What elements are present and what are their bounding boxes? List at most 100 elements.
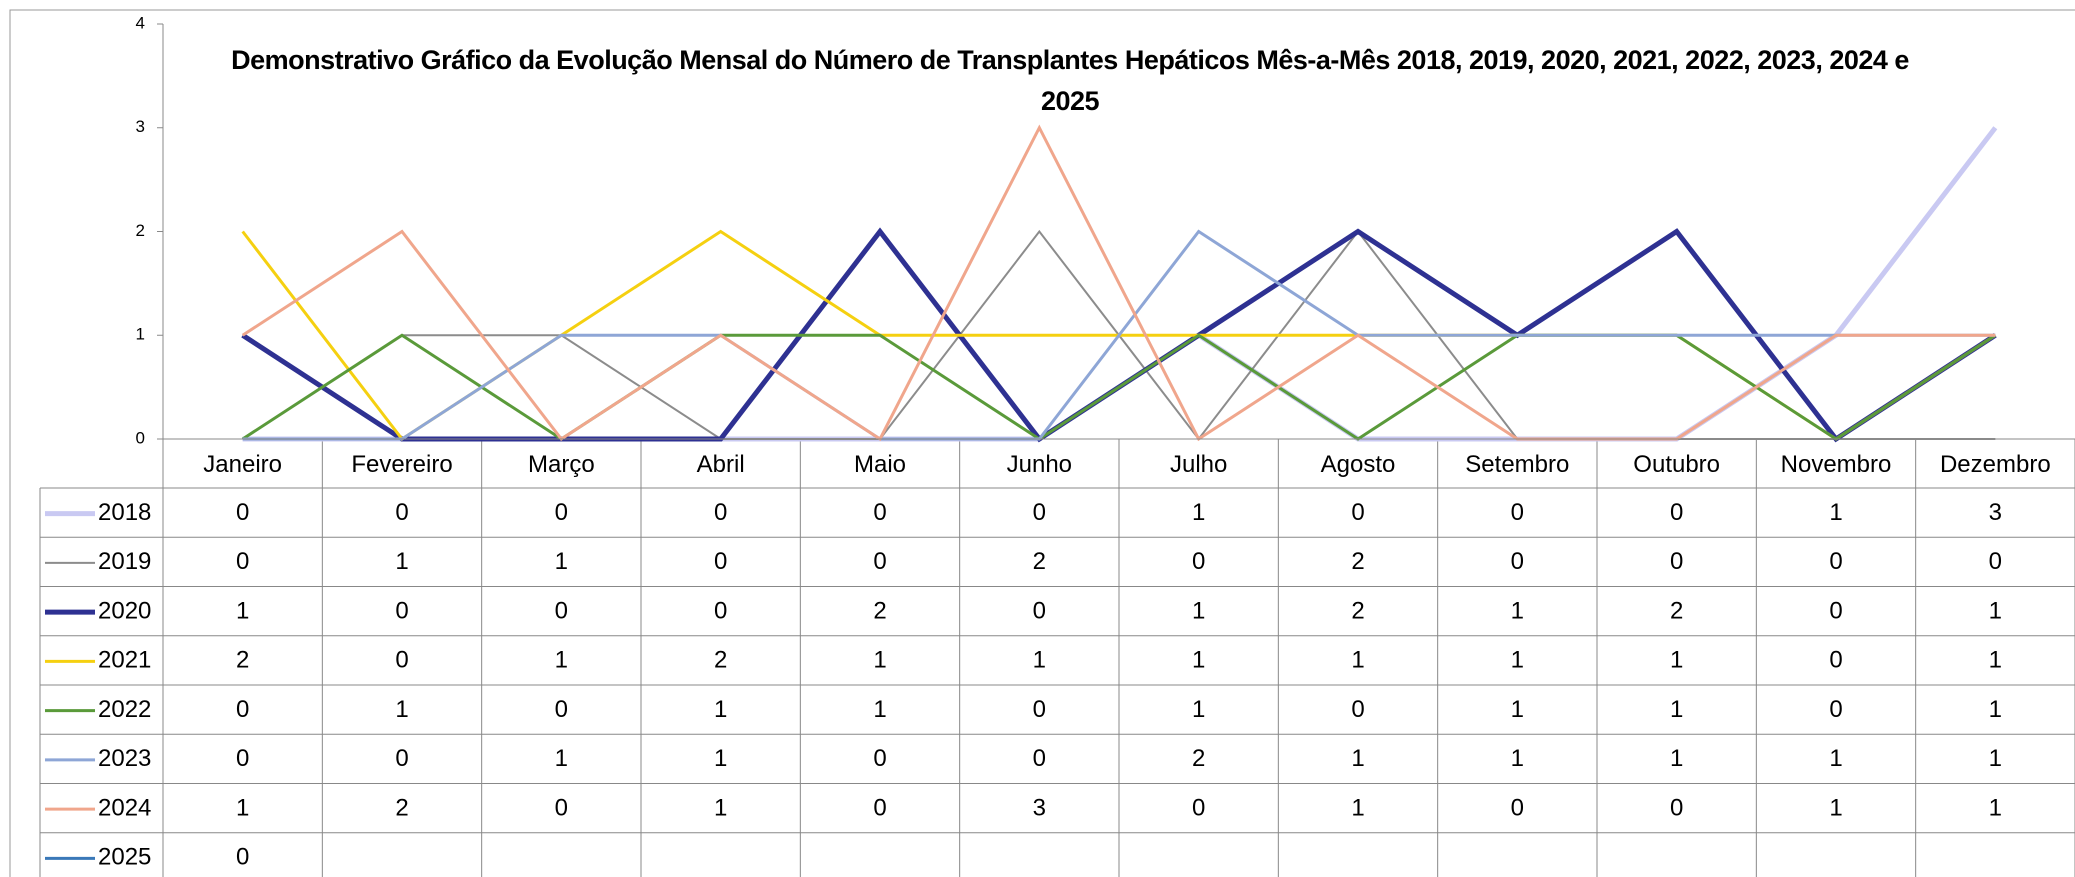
- table-value: 1: [873, 647, 886, 674]
- table-value: 1: [1989, 647, 2002, 674]
- table-value: 0: [555, 794, 568, 821]
- legend-label: 2024: [98, 794, 151, 821]
- table-value: 0: [1033, 499, 1046, 526]
- table-value: 1: [555, 548, 568, 575]
- table-value: 1: [1829, 745, 1842, 772]
- table-value: 1: [555, 647, 568, 674]
- table-value: 0: [1829, 647, 1842, 674]
- table-value: 1: [1192, 696, 1205, 723]
- y-tick-label: 4: [136, 13, 145, 32]
- x-tick-label: Março: [528, 451, 595, 478]
- table-value: 2: [1351, 548, 1364, 575]
- table-value: 1: [236, 794, 249, 821]
- table-value: 0: [236, 499, 249, 526]
- table-value: 0: [714, 597, 727, 624]
- chart-title: Demonstrativo Gráfico da Evolução Mensal…: [231, 45, 1909, 116]
- table-value: 0: [236, 745, 249, 772]
- legend-label: 2018: [98, 499, 151, 526]
- table-value: 3: [1989, 499, 2002, 526]
- table-value: 0: [1511, 794, 1524, 821]
- table-value: 1: [1511, 647, 1524, 674]
- table-value: 1: [1989, 794, 2002, 821]
- x-tick-label: Outubro: [1633, 451, 1720, 478]
- table-value: 1: [714, 745, 727, 772]
- table-value: 0: [1829, 597, 1842, 624]
- table-value: 0: [1829, 696, 1842, 723]
- table-value: 1: [873, 696, 886, 723]
- table-value: 1: [1670, 696, 1683, 723]
- y-tick-label: 0: [136, 428, 145, 447]
- table-value: 1: [1351, 794, 1364, 821]
- table-value: 0: [395, 745, 408, 772]
- table-value: 0: [1670, 794, 1683, 821]
- table-value: 0: [555, 597, 568, 624]
- x-tick-label: Setembro: [1465, 451, 1569, 478]
- x-tick-label: Fevereiro: [351, 451, 452, 478]
- legend-label: 2025: [98, 844, 151, 871]
- table-value: 2: [1351, 597, 1364, 624]
- table-value: 0: [1033, 745, 1046, 772]
- table-value: 2: [1670, 597, 1683, 624]
- table-value: 2: [236, 647, 249, 674]
- table-value: 1: [1989, 696, 2002, 723]
- table-value: 0: [555, 696, 568, 723]
- table-value: 0: [395, 499, 408, 526]
- x-tick-label: Novembro: [1781, 451, 1892, 478]
- table-value: 1: [1670, 745, 1683, 772]
- table-value: 0: [714, 499, 727, 526]
- x-tick-label: Abril: [697, 451, 745, 478]
- legend-label: 2023: [98, 745, 151, 772]
- table-value: 0: [873, 794, 886, 821]
- series-line: [242, 229, 1996, 441]
- table-value: 0: [714, 548, 727, 575]
- x-tick-label: Maio: [854, 451, 906, 478]
- table-value: 0: [1192, 794, 1205, 821]
- legend-label: 2021: [98, 647, 151, 674]
- table-value: 2: [714, 647, 727, 674]
- y-tick-label: 2: [136, 221, 145, 240]
- legend-label: 2022: [98, 696, 151, 723]
- table-value: 3: [1033, 794, 1046, 821]
- table-value: 1: [395, 548, 408, 575]
- table-value: 1: [714, 696, 727, 723]
- x-tick-label: Junho: [1007, 451, 1072, 478]
- legend-label: 2019: [98, 548, 151, 575]
- table-value: 1: [1351, 745, 1364, 772]
- table-value: 1: [1989, 745, 2002, 772]
- table-value: 0: [873, 745, 886, 772]
- x-tick-label: Dezembro: [1940, 451, 2051, 478]
- table-value: 1: [395, 696, 408, 723]
- table-value: 0: [395, 647, 408, 674]
- table-value: 1: [1670, 647, 1683, 674]
- x-tick-label: Janeiro: [203, 451, 282, 478]
- table-value: 2: [1033, 548, 1046, 575]
- table-value: 2: [1192, 745, 1205, 772]
- table-value: 1: [1192, 647, 1205, 674]
- table-value: 1: [1829, 499, 1842, 526]
- table-value: 1: [1033, 647, 1046, 674]
- table-value: 1: [555, 745, 568, 772]
- table-value: 1: [1351, 647, 1364, 674]
- table-value: 0: [236, 548, 249, 575]
- chart-border: [9, 9, 2075, 877]
- table-value: 0: [1192, 548, 1205, 575]
- table-value: 1: [236, 597, 249, 624]
- table-value: 0: [873, 499, 886, 526]
- table-value: 0: [1829, 548, 1842, 575]
- y-tick-label: 3: [136, 117, 145, 136]
- table-value: 0: [1511, 548, 1524, 575]
- table-value: 0: [1670, 499, 1683, 526]
- table-value: 1: [1511, 745, 1524, 772]
- table-value: 0: [236, 696, 249, 723]
- table-value: 0: [1351, 696, 1364, 723]
- table-value: 1: [1989, 597, 2002, 624]
- table-value: 0: [1670, 548, 1683, 575]
- table-value: 0: [395, 597, 408, 624]
- series-line: [241, 124, 1996, 442]
- table-value: 1: [1511, 597, 1524, 624]
- table-value: 1: [1511, 696, 1524, 723]
- table-value: 0: [1511, 499, 1524, 526]
- table-value: 0: [555, 499, 568, 526]
